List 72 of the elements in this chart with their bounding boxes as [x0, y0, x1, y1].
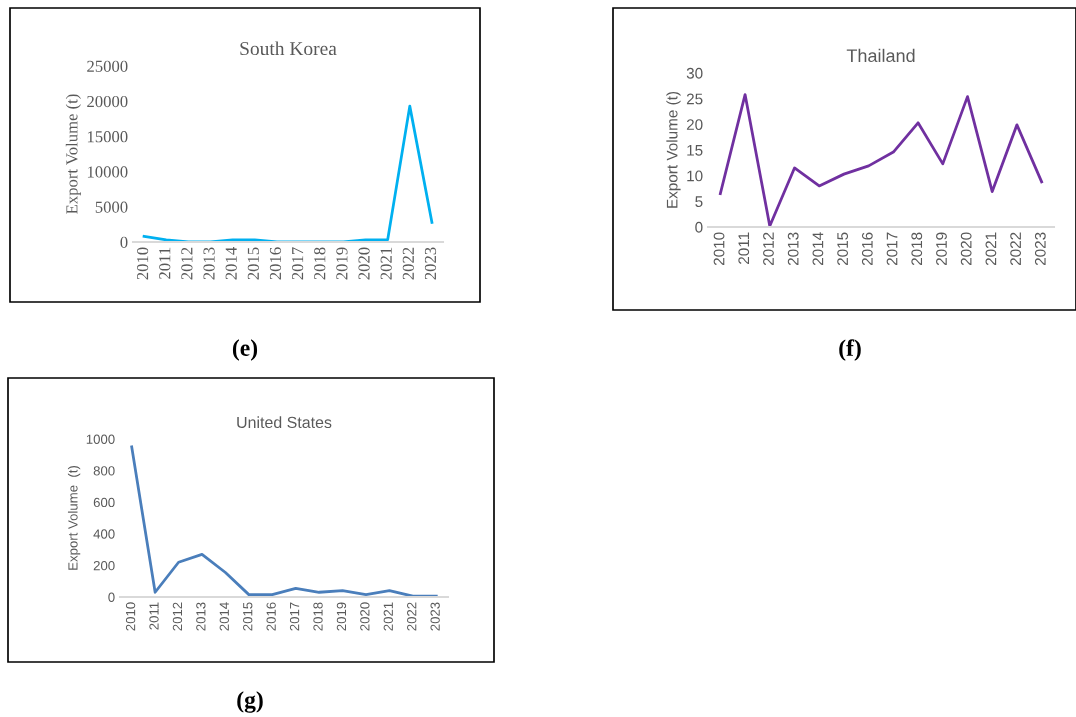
x-tick-label: 2022 — [402, 247, 414, 280]
x-tick-label: 2020 — [360, 602, 370, 631]
y-tick-label: 0 — [695, 221, 703, 233]
x-tick-label: 2015 — [243, 602, 253, 631]
x-tick-label: 2014 — [812, 232, 824, 266]
x-tick-label: 2014 — [219, 602, 229, 631]
x-tick-label: 2021 — [380, 247, 392, 280]
x-tick-label: 2019 — [936, 232, 947, 266]
y-tick-label: 5000 — [95, 201, 128, 213]
y-tick-label: 800 — [93, 466, 115, 476]
text: (f) — [839, 339, 861, 361]
x-tick-label: 2022 — [407, 602, 417, 631]
y-tick-label: 25 — [686, 93, 703, 105]
x-tick-label: 2018 — [911, 232, 923, 266]
x-tick-label: 2018 — [313, 602, 323, 631]
y-tick-label: 200 — [93, 560, 115, 571]
y-tick-label: 15000 — [87, 131, 128, 143]
x-tick-label: 2019 — [336, 247, 348, 280]
chart-title: Thailand — [846, 48, 915, 63]
x-tick-label: 2023 — [430, 602, 440, 631]
x-tick-label: 2015 — [247, 247, 259, 280]
x-tick-label: 2017 — [886, 232, 898, 266]
x-tick-label: 2010 — [137, 247, 149, 280]
y-tick-label: 10000 — [87, 166, 128, 178]
x-tick-label: 2012 — [763, 232, 774, 266]
y-tick-label: 20 — [686, 119, 703, 131]
y-tick-label: 25000 — [87, 60, 128, 72]
y-tick-label: 0 — [120, 236, 128, 248]
y-tick-label: 0 — [108, 592, 115, 602]
x-tick-label: 2018 — [314, 247, 326, 280]
x-tick-label: 2019 — [336, 602, 347, 631]
chart-title: South Korea — [240, 41, 337, 56]
x-tick-label: 2013 — [203, 247, 215, 280]
y-tick-label: 20000 — [87, 95, 128, 108]
x-tick-label: 2021 — [985, 232, 997, 266]
x-tick-label: 2012 — [172, 602, 183, 631]
y-tick-label: 5 — [695, 196, 703, 208]
x-tick-label: 2012 — [181, 247, 193, 280]
y-tick-label: 30 — [686, 67, 703, 79]
x-tick-label: 2015 — [837, 232, 849, 266]
y-axis-title: Export Volume (t) — [67, 466, 81, 570]
x-tick-label: 2023 — [1034, 232, 1046, 266]
x-tick-label: 2011 — [159, 247, 171, 279]
line-series — [130, 445, 438, 597]
x-tick-label: 2022 — [1010, 232, 1022, 266]
x-tick-label: 2021 — [383, 602, 393, 631]
x-tick-label: 2013 — [196, 602, 206, 631]
x-tick-label: 2016 — [269, 247, 282, 280]
x-tick-label: 2014 — [225, 247, 237, 280]
x-tick-label: 2013 — [787, 232, 799, 266]
text: (e) — [232, 339, 258, 361]
y-tick-label: 10 — [687, 170, 703, 182]
x-tick-label: 2017 — [292, 247, 304, 280]
y-tick-label: 1000 — [86, 434, 115, 444]
x-tick-label: 2020 — [358, 247, 370, 280]
x-tick-label: 2016 — [861, 232, 873, 266]
x-tick-label: 2023 — [424, 247, 437, 280]
x-tick-label: 2010 — [713, 232, 725, 266]
y-axis-title: Export Volume (t) — [65, 94, 81, 214]
x-tick-label: 2010 — [125, 602, 136, 631]
x-tick-label: 2020 — [960, 232, 972, 266]
y-tick-label: 15 — [687, 145, 703, 156]
x-tick-label: 2011 — [149, 602, 159, 630]
y-axis-title: Export Volume (t) — [666, 91, 681, 208]
text: (g) — [237, 691, 263, 713]
x-tick-label: 2016 — [266, 602, 276, 631]
line-series — [718, 93, 1044, 227]
y-tick-label: 400 — [93, 529, 115, 539]
y-tick-label: 600 — [93, 497, 115, 508]
chart-title: United States — [237, 416, 332, 429]
x-tick-label: 2011 — [738, 232, 750, 264]
x-tick-label: 2017 — [289, 602, 300, 631]
